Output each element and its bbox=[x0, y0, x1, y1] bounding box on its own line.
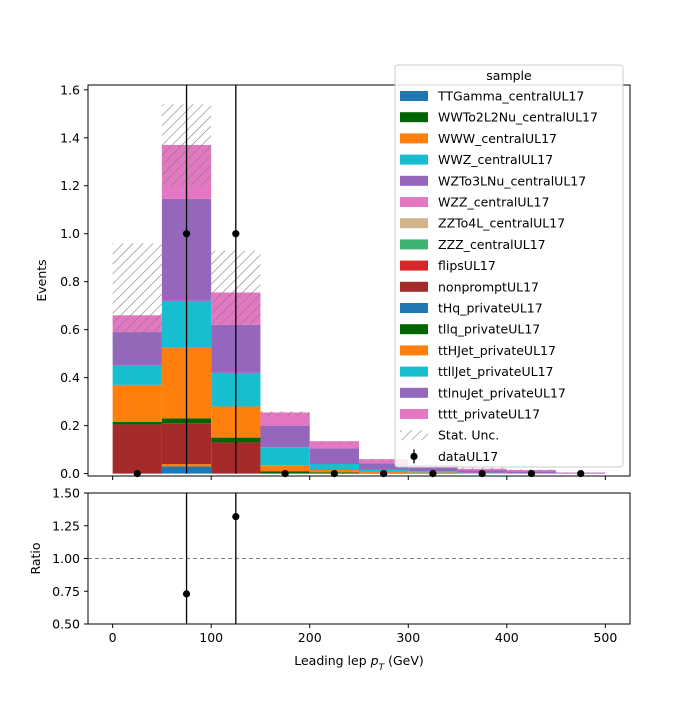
ratio-y-tick-label: 0.75 bbox=[52, 584, 80, 599]
bar-segment bbox=[260, 447, 309, 465]
data-point bbox=[183, 230, 190, 237]
bar-segment bbox=[260, 426, 309, 448]
data-point bbox=[232, 230, 239, 237]
legend-swatch bbox=[400, 197, 428, 207]
legend-data-marker bbox=[410, 453, 417, 460]
ratio-y-tick-label: 1.00 bbox=[52, 551, 80, 566]
legend-swatch bbox=[400, 388, 428, 398]
x-label-math-sub: T bbox=[379, 663, 386, 673]
legend-swatch bbox=[400, 155, 428, 165]
ratio-y-tick-label: 1.25 bbox=[52, 518, 80, 533]
y-tick-label: 1.2 bbox=[60, 178, 80, 193]
legend-swatch-stat-unc bbox=[400, 430, 428, 440]
legend-label: nonpromptUL17 bbox=[438, 279, 539, 294]
x-tick-label: 0 bbox=[109, 630, 117, 645]
legend-swatch bbox=[400, 409, 428, 419]
legend-label: ttllJet_privateUL17 bbox=[438, 364, 554, 379]
legend-label: WWZ_centralUL17 bbox=[438, 152, 553, 167]
legend: sample TTGamma_centralUL17 WWTo2L2Nu_centr… bbox=[395, 65, 623, 467]
legend-swatch bbox=[400, 218, 428, 228]
legend-label: WZTo3LNu_centralUL17 bbox=[438, 173, 586, 188]
legend-swatch bbox=[400, 133, 428, 143]
x-axis-label: Leading lep pT(GeV) bbox=[294, 653, 424, 673]
stat-unc-rect bbox=[260, 411, 309, 416]
legend-swatch bbox=[400, 367, 428, 377]
bar-segment bbox=[310, 448, 359, 464]
x-tick-label: 500 bbox=[593, 630, 617, 645]
legend-label-data: dataUL17 bbox=[438, 449, 498, 464]
legend-label: WZZ_centralUL17 bbox=[438, 195, 549, 210]
bar-segment bbox=[113, 366, 162, 385]
legend-label: tHq_privateUL17 bbox=[438, 301, 543, 316]
ratio-y-tick-label: 1.50 bbox=[52, 486, 80, 501]
legend-swatch bbox=[400, 345, 428, 355]
x-tick-label: 300 bbox=[396, 630, 420, 645]
legend-swatch bbox=[400, 303, 428, 313]
legend-swatch bbox=[400, 176, 428, 186]
ratio-y-axis-label: Ratio bbox=[28, 542, 43, 574]
legend-label-stat-unc: Stat. Unc. bbox=[438, 428, 499, 443]
y-tick-label: 0.8 bbox=[60, 274, 80, 289]
legend-label: tttt_privateUL17 bbox=[438, 407, 540, 422]
legend-swatch bbox=[400, 91, 428, 101]
x-label-text: Leading lep bbox=[294, 653, 366, 668]
legend-label: TTGamma_centralUL17 bbox=[437, 89, 584, 104]
stat-unc-rect bbox=[458, 468, 507, 470]
legend-label: WWW_centralUL17 bbox=[438, 131, 557, 146]
legend-swatch bbox=[400, 282, 428, 292]
y-tick-label: 1.4 bbox=[60, 130, 80, 145]
x-tick-label: 400 bbox=[495, 630, 519, 645]
x-tick-label: 100 bbox=[199, 630, 223, 645]
x-label-math: p bbox=[370, 653, 379, 668]
stat-unc-rect bbox=[113, 243, 162, 351]
legend-swatch bbox=[400, 261, 428, 271]
y-tick-label: 1.0 bbox=[60, 226, 80, 241]
y-tick-label: 0.0 bbox=[60, 466, 80, 481]
legend-label: ZZTo4L_centralUL17 bbox=[438, 216, 565, 231]
legend-title: sample bbox=[486, 68, 532, 83]
bar-segment bbox=[310, 464, 359, 470]
legend-swatch bbox=[400, 239, 428, 249]
x-tick-label: 200 bbox=[298, 630, 322, 645]
y-tick-label: 1.6 bbox=[60, 82, 80, 97]
ratio-panel: 0.50 0.75 1.00 1.25 1.50 0 100 200 300 400 500 Rati… bbox=[28, 486, 630, 674]
ratio-y-tick-label: 0.50 bbox=[52, 617, 80, 632]
bar-segment bbox=[113, 385, 162, 422]
stat-unc-rect bbox=[310, 441, 359, 442]
y-tick-label: 0.2 bbox=[60, 418, 80, 433]
legend-label: tllq_privateUL17 bbox=[438, 322, 540, 337]
ratio-axes-frame bbox=[88, 493, 630, 624]
legend-label: ZZZ_centralUL17 bbox=[438, 237, 546, 252]
x-label-unit: (GeV) bbox=[388, 653, 424, 668]
y-tick-label: 0.4 bbox=[60, 370, 80, 385]
legend-label: ttlnuJet_privateUL17 bbox=[438, 385, 566, 400]
y-axis-label: Events bbox=[34, 259, 49, 301]
bar-segment bbox=[113, 422, 162, 424]
bar-segment bbox=[113, 424, 162, 473]
legend-swatch bbox=[400, 112, 428, 122]
y-tick-label: 0.6 bbox=[60, 322, 80, 337]
ratio-point bbox=[232, 513, 239, 520]
legend-label: ttHJet_privateUL17 bbox=[438, 343, 556, 358]
ratio-point bbox=[183, 590, 190, 597]
legend-label: WWTo2L2Nu_centralUL17 bbox=[438, 110, 598, 125]
legend-swatch bbox=[400, 324, 428, 334]
legend-label: flipsUL17 bbox=[438, 258, 496, 273]
